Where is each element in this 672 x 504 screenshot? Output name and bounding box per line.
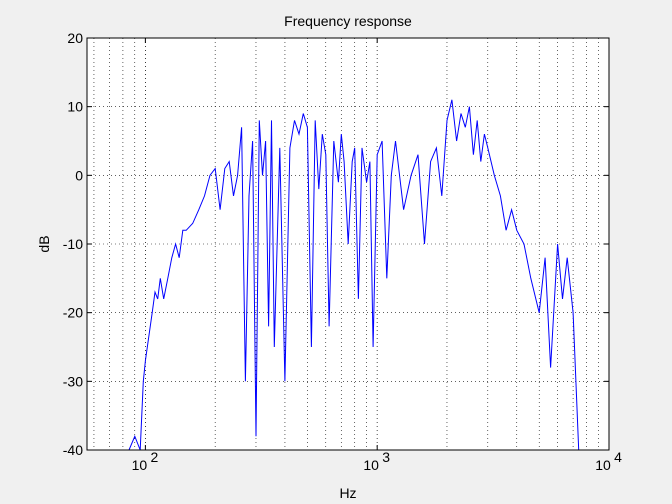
y-tick-label: 10: [67, 99, 83, 115]
x-tick-label: 10: [363, 457, 379, 473]
x-tick-exponent: 4: [614, 449, 622, 465]
x-tick-label: 10: [132, 457, 148, 473]
y-tick-label: -30: [63, 373, 83, 389]
y-tick-label: -10: [63, 236, 83, 252]
y-tick-label: 20: [67, 30, 83, 46]
grid-layer: [87, 38, 609, 450]
x-tick-exponent: 3: [382, 449, 390, 465]
x-axis-label: Hz: [339, 485, 356, 501]
chart-title: Frequency response: [284, 13, 412, 29]
y-tick-label: -20: [63, 305, 83, 321]
x-tick-exponent: 2: [150, 449, 158, 465]
y-tick-label: 0: [75, 167, 83, 183]
series-line: [128, 99, 580, 451]
x-tick-label: 10: [595, 457, 611, 473]
line-layer: [128, 99, 580, 451]
y-axis-label: dB: [36, 235, 52, 252]
y-tick-label: -40: [63, 442, 83, 458]
